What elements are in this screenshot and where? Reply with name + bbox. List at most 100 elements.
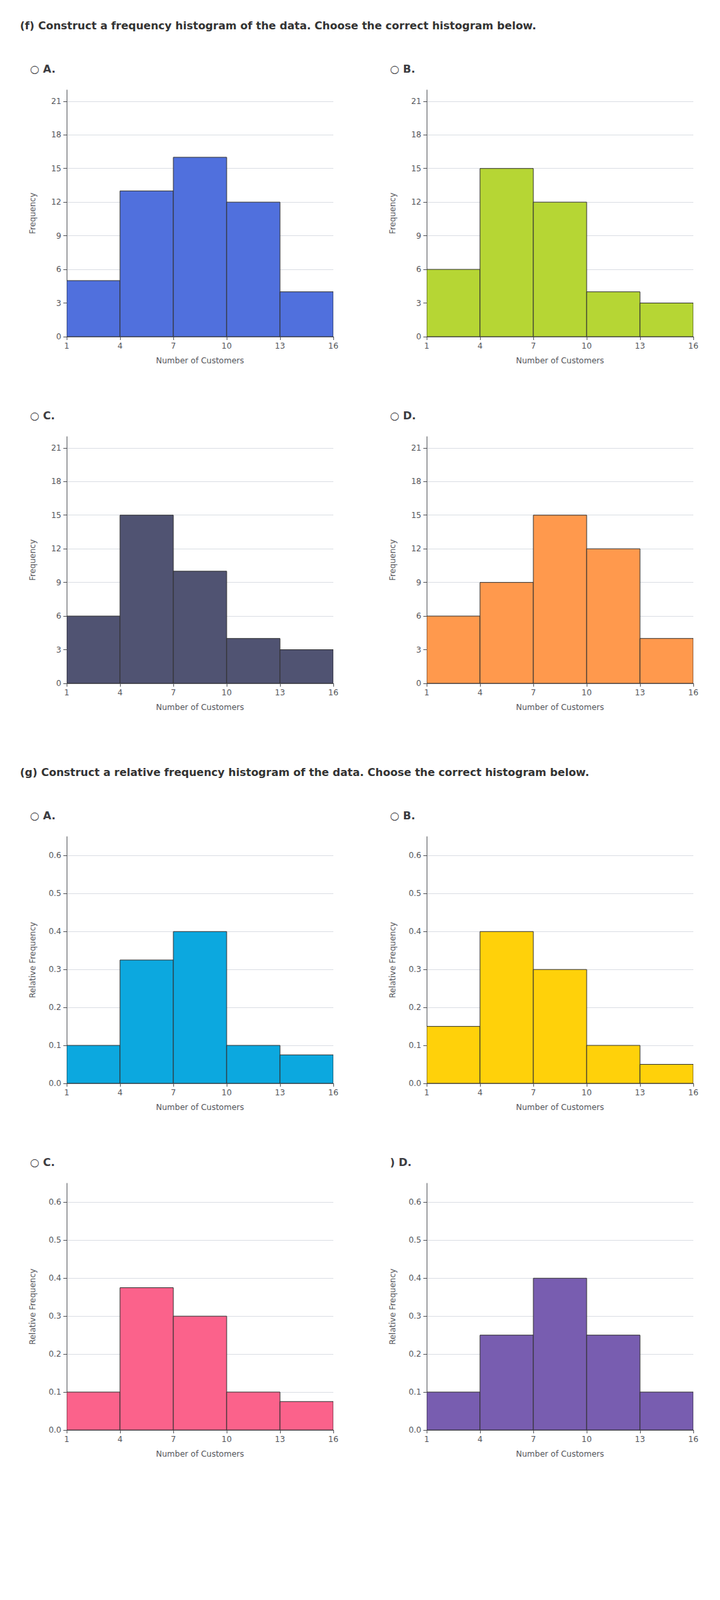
- svg-text:18: 18: [51, 476, 62, 486]
- svg-text:16: 16: [688, 1088, 698, 1098]
- svg-text:16: 16: [688, 341, 698, 351]
- svg-text:0.0: 0.0: [48, 1078, 62, 1088]
- svg-text:0.6: 0.6: [48, 1197, 62, 1207]
- svg-text:10: 10: [581, 1434, 592, 1444]
- svg-text:Frequency: Frequency: [388, 192, 398, 234]
- svg-text:13: 13: [634, 688, 645, 698]
- svg-text:0.5: 0.5: [48, 888, 62, 898]
- svg-text:0.5: 0.5: [408, 888, 422, 898]
- svg-text:0.3: 0.3: [48, 1311, 62, 1321]
- svg-text:0.2: 0.2: [408, 1002, 422, 1012]
- svg-text:0.6: 0.6: [408, 850, 422, 860]
- svg-text:Frequency: Frequency: [388, 539, 398, 581]
- svg-text:7: 7: [530, 688, 536, 698]
- svg-text:Relative Frequency: Relative Frequency: [28, 922, 38, 998]
- svg-text:3: 3: [56, 298, 62, 308]
- svg-text:1: 1: [64, 688, 70, 698]
- svg-text:Number of Customers: Number of Customers: [156, 702, 244, 712]
- svg-text:4: 4: [477, 1434, 483, 1444]
- svg-text:12: 12: [411, 197, 422, 207]
- svg-text:7: 7: [170, 341, 176, 351]
- svg-text:18: 18: [411, 476, 422, 486]
- svg-text:3: 3: [416, 645, 422, 655]
- svg-text:12: 12: [411, 544, 422, 554]
- svg-text:6: 6: [56, 611, 62, 621]
- svg-text:13: 13: [634, 1088, 645, 1098]
- svg-text:13: 13: [274, 341, 285, 351]
- svg-text:1: 1: [64, 341, 70, 351]
- svg-text:0: 0: [56, 332, 62, 342]
- svg-text:0.3: 0.3: [408, 1311, 422, 1321]
- svg-text:Number of Customers: Number of Customers: [156, 356, 244, 366]
- svg-text:4: 4: [117, 688, 123, 698]
- svg-text:0.3: 0.3: [48, 964, 62, 974]
- svg-text:0.0: 0.0: [48, 1425, 62, 1435]
- svg-text:13: 13: [274, 688, 285, 698]
- svg-text:7: 7: [170, 1434, 176, 1444]
- svg-text:3: 3: [416, 298, 422, 308]
- svg-text:18: 18: [51, 130, 62, 140]
- svg-text:0.6: 0.6: [408, 1197, 422, 1207]
- svg-text:0.0: 0.0: [408, 1078, 422, 1088]
- svg-text:) D.: ) D.: [390, 1156, 412, 1169]
- svg-text:○ A.: ○ A.: [30, 809, 56, 822]
- svg-text:7: 7: [530, 341, 536, 351]
- svg-text:13: 13: [634, 341, 645, 351]
- svg-text:4: 4: [117, 1088, 123, 1098]
- svg-text:Relative Frequency: Relative Frequency: [28, 1268, 38, 1345]
- svg-text:0.2: 0.2: [48, 1002, 62, 1012]
- svg-text:7: 7: [530, 1088, 536, 1098]
- svg-text:21: 21: [411, 96, 422, 106]
- svg-text:9: 9: [416, 578, 422, 588]
- svg-text:0.3: 0.3: [408, 964, 422, 974]
- svg-text:○ B.: ○ B.: [390, 62, 416, 76]
- svg-text:10: 10: [221, 688, 232, 698]
- svg-text:6: 6: [56, 264, 62, 274]
- svg-text:0.1: 0.1: [408, 1040, 422, 1050]
- svg-text:○ D.: ○ D.: [390, 409, 416, 422]
- svg-text:10: 10: [221, 1434, 232, 1444]
- svg-text:18: 18: [411, 130, 422, 140]
- svg-text:0.1: 0.1: [408, 1387, 422, 1397]
- svg-text:0.6: 0.6: [48, 850, 62, 860]
- svg-text:Number of Customers: Number of Customers: [516, 1449, 604, 1459]
- svg-text:1: 1: [424, 341, 430, 351]
- svg-text:21: 21: [51, 96, 62, 106]
- svg-text:4: 4: [477, 341, 483, 351]
- svg-text:1: 1: [424, 688, 430, 698]
- svg-text:○ A.: ○ A.: [30, 62, 56, 76]
- svg-text:1: 1: [424, 1434, 430, 1444]
- svg-text:6: 6: [416, 611, 422, 621]
- svg-text:12: 12: [51, 197, 62, 207]
- svg-text:10: 10: [221, 341, 232, 351]
- svg-text:0.0: 0.0: [408, 1425, 422, 1435]
- svg-text:0.4: 0.4: [48, 926, 62, 936]
- svg-text:7: 7: [170, 688, 176, 698]
- svg-text:16: 16: [328, 1434, 338, 1444]
- svg-text:10: 10: [581, 1088, 592, 1098]
- svg-text:0.2: 0.2: [48, 1349, 62, 1359]
- svg-text:Number of Customers: Number of Customers: [156, 1449, 244, 1459]
- svg-text:21: 21: [411, 443, 422, 453]
- svg-text:7: 7: [530, 1434, 536, 1444]
- svg-text:4: 4: [117, 341, 123, 351]
- svg-text:Relative Frequency: Relative Frequency: [388, 922, 398, 998]
- svg-text:15: 15: [411, 510, 422, 520]
- svg-text:Number of Customers: Number of Customers: [156, 1102, 244, 1112]
- svg-text:9: 9: [56, 578, 62, 588]
- svg-text:10: 10: [581, 688, 592, 698]
- svg-text:16: 16: [688, 1434, 698, 1444]
- svg-text:16: 16: [328, 341, 338, 351]
- svg-text:(g) Construct a relative frequ: (g) Construct a relative frequency histo…: [20, 766, 590, 779]
- svg-text:Frequency: Frequency: [28, 192, 38, 234]
- svg-text:0: 0: [56, 678, 62, 688]
- svg-text:4: 4: [477, 688, 483, 698]
- svg-text:○ C.: ○ C.: [30, 1156, 55, 1169]
- svg-text:Number of Customers: Number of Customers: [516, 356, 604, 366]
- svg-text:Relative Frequency: Relative Frequency: [388, 1268, 398, 1345]
- svg-text:12: 12: [51, 544, 62, 554]
- svg-text:0.5: 0.5: [408, 1235, 422, 1245]
- svg-text:21: 21: [51, 443, 62, 453]
- svg-text:15: 15: [411, 164, 422, 174]
- svg-text:1: 1: [64, 1434, 70, 1444]
